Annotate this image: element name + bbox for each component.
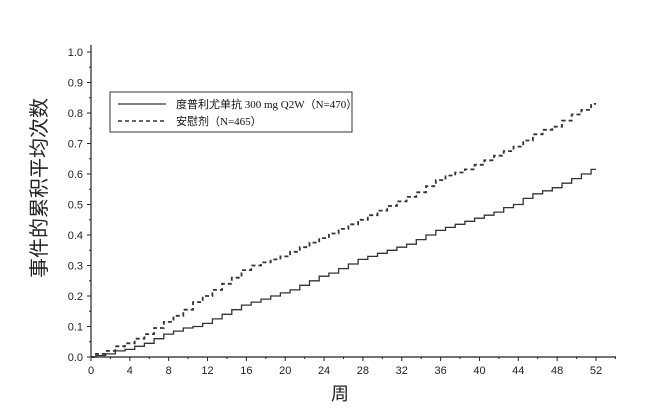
y-tick-label: 0.2 — [68, 291, 83, 303]
chart-series — [91, 103, 596, 358]
x-tick-label: 12 — [201, 365, 213, 377]
y-tick-label: 0.7 — [68, 139, 83, 151]
y-tick-label: 0.1 — [68, 322, 83, 334]
x-tick-label: 24 — [318, 365, 330, 377]
y-axis-title: 事件的累积平均次数 — [27, 98, 51, 278]
legend-box — [109, 91, 353, 133]
y-tick-label: 0.5 — [68, 200, 83, 212]
x-tick-label: 48 — [551, 365, 563, 377]
x-tick-label: 8 — [166, 365, 172, 377]
series-line-dupilumab — [91, 168, 596, 358]
y-tick-label: 0.4 — [68, 230, 83, 242]
x-tick-label: 28 — [357, 365, 369, 377]
chart-axes — [90, 45, 616, 358]
x-tick-label: 36 — [434, 365, 446, 377]
legend: 度普利尤单抗 300 mg Q2W（N=470） 安慰剂（N=465） — [109, 91, 357, 133]
series-line-placebo — [91, 103, 596, 358]
y-tick-label: 0.6 — [68, 169, 83, 181]
x-tick-label: 20 — [279, 365, 291, 377]
x-tick-label: 0 — [88, 365, 94, 377]
x-tick-label: 40 — [473, 365, 485, 377]
y-tick-label: 0.9 — [68, 78, 83, 90]
x-tick-label: 32 — [396, 365, 408, 377]
y-tick-label: 0.0 — [68, 352, 83, 364]
y-tick-label: 1.0 — [68, 47, 83, 59]
y-tick-label: 0.8 — [68, 108, 83, 120]
x-tick-label: 16 — [240, 365, 252, 377]
legend-label-dupilumab: 度普利尤单抗 300 mg Q2W（N=470） — [176, 97, 357, 111]
legend-label-placebo: 安慰剂（N=465） — [176, 114, 262, 128]
x-tick-label: 44 — [512, 365, 524, 377]
x-axis-title: 周 — [331, 384, 349, 405]
x-tick-label: 4 — [127, 365, 133, 377]
y-tick-label: 0.3 — [68, 261, 83, 273]
x-tick-label: 52 — [590, 365, 602, 377]
chart-ticks: 0.00.10.20.30.40.50.60.70.80.91.00 4 8 12 16… — [68, 47, 616, 377]
